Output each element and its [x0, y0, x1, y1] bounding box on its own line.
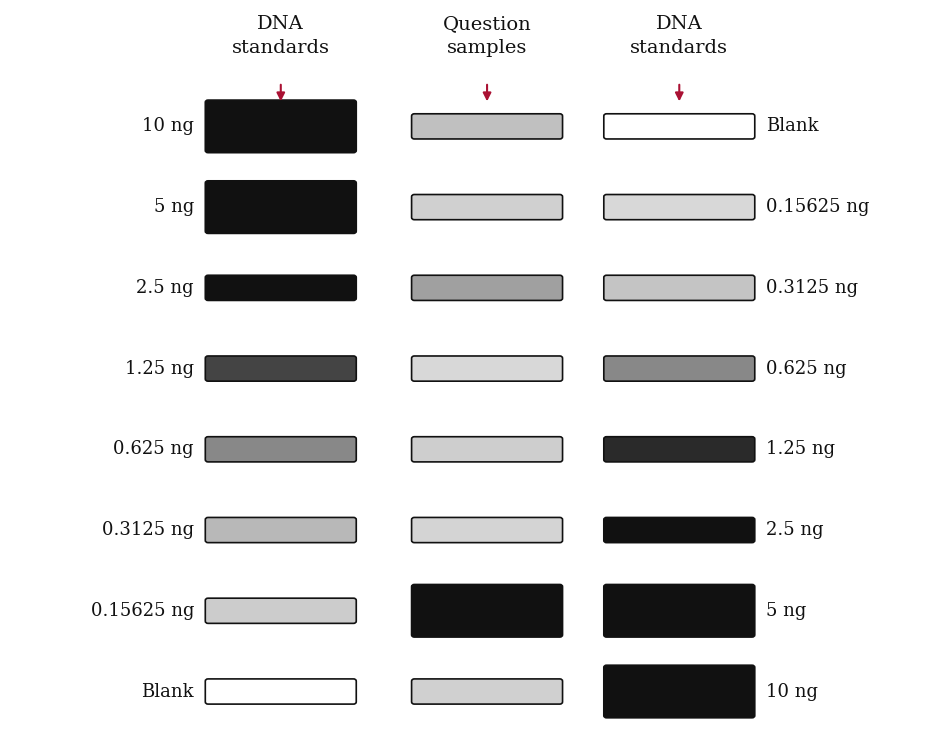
FancyBboxPatch shape — [604, 665, 755, 718]
Text: Question
samples: Question samples — [443, 15, 532, 57]
FancyBboxPatch shape — [412, 584, 563, 637]
FancyBboxPatch shape — [205, 356, 357, 381]
Text: Blank: Blank — [141, 682, 194, 700]
FancyBboxPatch shape — [412, 356, 563, 381]
Text: 0.625 ng: 0.625 ng — [114, 440, 194, 458]
Text: 10 ng: 10 ng — [142, 118, 194, 136]
Text: 1.25 ng: 1.25 ng — [766, 440, 835, 458]
FancyBboxPatch shape — [412, 195, 563, 219]
FancyBboxPatch shape — [205, 100, 357, 153]
Text: DNA
standards: DNA standards — [232, 15, 330, 57]
Text: 2.5 ng: 2.5 ng — [766, 521, 824, 539]
FancyBboxPatch shape — [205, 518, 357, 542]
Text: DNA
standards: DNA standards — [630, 15, 728, 57]
FancyBboxPatch shape — [205, 437, 357, 462]
FancyBboxPatch shape — [604, 437, 755, 462]
FancyBboxPatch shape — [604, 356, 755, 381]
FancyBboxPatch shape — [604, 195, 755, 219]
Text: 0.3125 ng: 0.3125 ng — [102, 521, 194, 539]
FancyBboxPatch shape — [412, 518, 563, 542]
FancyBboxPatch shape — [205, 679, 357, 704]
FancyBboxPatch shape — [604, 114, 755, 139]
Text: 1.25 ng: 1.25 ng — [125, 360, 194, 377]
Text: 0.625 ng: 0.625 ng — [766, 360, 847, 377]
Text: 2.5 ng: 2.5 ng — [136, 279, 194, 297]
FancyBboxPatch shape — [412, 275, 563, 300]
Text: 0.3125 ng: 0.3125 ng — [766, 279, 858, 297]
FancyBboxPatch shape — [412, 114, 563, 139]
FancyBboxPatch shape — [205, 275, 357, 300]
FancyBboxPatch shape — [205, 181, 357, 234]
Text: 5 ng: 5 ng — [153, 198, 194, 216]
Text: 0.15625 ng: 0.15625 ng — [766, 198, 869, 216]
FancyBboxPatch shape — [412, 679, 563, 704]
FancyBboxPatch shape — [604, 584, 755, 637]
FancyBboxPatch shape — [205, 598, 357, 623]
Text: 5 ng: 5 ng — [766, 601, 806, 619]
FancyBboxPatch shape — [604, 518, 755, 542]
FancyBboxPatch shape — [604, 275, 755, 300]
FancyBboxPatch shape — [412, 437, 563, 462]
Text: 0.15625 ng: 0.15625 ng — [91, 601, 194, 619]
Text: Blank: Blank — [766, 118, 818, 136]
Text: 10 ng: 10 ng — [766, 682, 818, 700]
